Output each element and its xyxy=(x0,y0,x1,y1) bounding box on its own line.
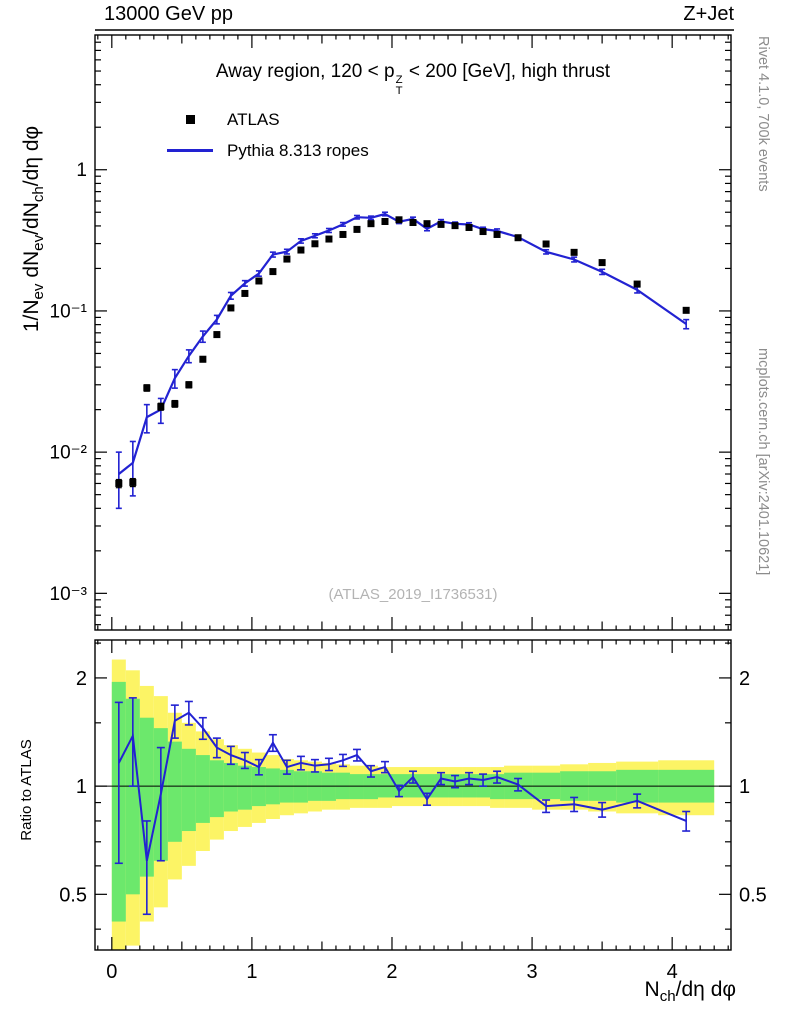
atlas-data-point xyxy=(297,246,305,254)
atlas-data-point xyxy=(213,331,221,339)
line-marker-icon xyxy=(167,149,213,152)
ratio-y-tick-label: 0.5 xyxy=(59,884,87,906)
atlas-data-point xyxy=(367,220,375,228)
main-y-tick-label: 10⁻¹ xyxy=(50,301,88,322)
green-band-bin xyxy=(125,698,140,895)
pythia-line xyxy=(118,212,687,475)
analysis-watermark: (ATLAS_2019_I1736531) xyxy=(328,586,498,603)
green-band-bin xyxy=(363,774,378,800)
atlas-data-point xyxy=(423,220,431,228)
x-tick-label: 0 xyxy=(106,961,117,983)
ratio-y-tick-label-right: 1 xyxy=(739,776,750,798)
main-y-axis-label: 1/Nev dNev/dNch/dη dφ xyxy=(20,125,48,333)
atlas-data-point xyxy=(381,217,389,225)
x-tick-label: 3 xyxy=(527,961,538,983)
green-band-bin xyxy=(349,774,364,800)
atlas-data-point xyxy=(570,248,578,256)
ratio-y-tick-label-right: 0.5 xyxy=(739,884,767,906)
ratio-line xyxy=(117,711,687,861)
atlas-data-point xyxy=(129,478,137,486)
x-tick-label: 1 xyxy=(246,961,257,983)
green-band-bin xyxy=(237,765,252,810)
rivet-version-label: Rivet 4.1.0, 700k events xyxy=(755,36,771,192)
green-band-bin xyxy=(181,748,196,832)
atlas-data-point xyxy=(171,400,179,408)
atlas-points xyxy=(115,216,690,489)
atlas-data-point xyxy=(199,355,207,363)
atlas-data-point xyxy=(598,259,606,267)
legend-item-atlas: ATLAS xyxy=(166,104,369,135)
atlas-data-point xyxy=(514,234,522,242)
atlas-data-point xyxy=(437,220,445,228)
atlas-data-point xyxy=(241,289,249,297)
atlas-data-point xyxy=(185,381,193,389)
mcplots-arxiv-label: mcplots.cern.ch [arXiv:2401.10621] xyxy=(755,348,771,576)
atlas-data-point xyxy=(465,223,473,231)
atlas-data-point xyxy=(339,230,347,238)
green-band-bin xyxy=(490,774,505,800)
atlas-data-point xyxy=(283,255,291,263)
x-axis-ticks: 0 1 2 3 4 xyxy=(97,35,729,983)
atlas-data-point xyxy=(409,218,417,226)
atlas-data-point xyxy=(157,403,165,411)
pythia-line-swatch xyxy=(166,149,214,152)
main-y-tick-label: 1 xyxy=(76,160,87,181)
atlas-data-point xyxy=(115,479,123,487)
square-marker-icon xyxy=(185,115,195,124)
ratio-panel-frame xyxy=(94,639,732,951)
atlas-data-point xyxy=(255,277,263,285)
green-band-bin xyxy=(293,771,308,803)
legend-label-atlas: ATLAS xyxy=(227,109,280,129)
atlas-data-point xyxy=(311,240,319,248)
atlas-data-point xyxy=(227,304,235,312)
atlas-data-point xyxy=(325,235,333,243)
ratio-y-axis-label: Ratio to ATLAS xyxy=(18,739,35,841)
ratio-y-tick-label: 2 xyxy=(76,668,87,690)
legend: ATLAS Pythia 8.313 ropes xyxy=(166,104,369,166)
atlas-data-point xyxy=(269,268,277,276)
legend-label-pythia: Pythia 8.313 ropes xyxy=(227,140,369,160)
atlas-marker-swatch xyxy=(166,115,214,124)
main-y-tick-label: 10⁻³ xyxy=(50,584,88,605)
atlas-data-point xyxy=(451,222,459,230)
x-tick-label: 2 xyxy=(386,961,397,983)
green-band-bin xyxy=(209,760,224,818)
ratio-curve xyxy=(114,697,691,916)
atlas-data-point xyxy=(143,384,151,392)
header-process: Z+Jet xyxy=(683,3,734,25)
green-band-bin xyxy=(195,755,210,823)
atlas-data-point xyxy=(542,240,550,248)
x-tick-label: 4 xyxy=(667,961,678,983)
atlas-data-point xyxy=(479,228,487,236)
green-band-bin xyxy=(223,762,238,812)
main-y-axis-ticks: 1 10⁻¹ 10⁻² 10⁻³ xyxy=(50,41,731,626)
green-band-bin xyxy=(167,741,182,842)
atlas-data-point xyxy=(493,230,501,238)
atlas-data-point xyxy=(633,280,641,288)
atlas-data-point xyxy=(682,306,690,314)
green-band-bin xyxy=(321,772,336,801)
atlas-data-point xyxy=(353,225,361,233)
ratio-y-axis-ticks: 2 2 1 1 0.5 0.5 xyxy=(59,642,767,930)
x-axis-label: Nch/dη dφ xyxy=(644,978,736,1006)
ratio-y-tick-label-right: 2 xyxy=(739,668,750,690)
legend-item-pythia: Pythia 8.313 ropes xyxy=(166,135,369,166)
ratio-y-tick-label: 1 xyxy=(76,776,87,798)
main-y-tick-label: 10⁻² xyxy=(50,443,88,464)
atlas-data-point xyxy=(395,216,403,224)
header-beam-energy: 13000 GeV pp xyxy=(104,3,233,25)
